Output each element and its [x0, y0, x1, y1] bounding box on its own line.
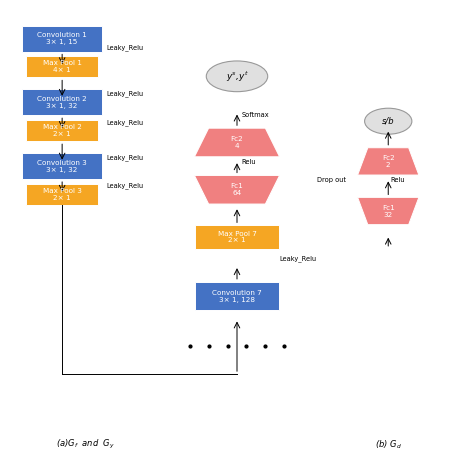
Text: $y^s$,$y^t$: $y^s$,$y^t$: [226, 69, 248, 83]
Text: Convolution 7
3× 1, 128: Convolution 7 3× 1, 128: [212, 290, 262, 302]
FancyBboxPatch shape: [22, 89, 102, 115]
FancyBboxPatch shape: [22, 153, 102, 179]
Text: s/b: s/b: [382, 117, 394, 126]
FancyBboxPatch shape: [195, 282, 279, 310]
FancyBboxPatch shape: [22, 26, 102, 52]
Text: Fc1
64: Fc1 64: [231, 183, 243, 196]
Text: Fc2
2: Fc2 2: [382, 155, 395, 168]
Text: Max Pool 2
2× 1: Max Pool 2 2× 1: [43, 124, 82, 137]
Text: Softmax: Softmax: [242, 112, 269, 118]
FancyBboxPatch shape: [26, 120, 98, 141]
Text: (b) $G_d$: (b) $G_d$: [375, 439, 401, 451]
FancyBboxPatch shape: [26, 184, 98, 205]
Text: Convolution 2
3× 1, 32: Convolution 2 3× 1, 32: [37, 96, 87, 109]
Ellipse shape: [365, 108, 412, 134]
Text: Fc1
32: Fc1 32: [382, 204, 395, 218]
Text: Max Pool 1
4× 1: Max Pool 1 4× 1: [43, 60, 82, 73]
Text: Fc2
4: Fc2 4: [231, 136, 243, 149]
Text: Leaky_Relu: Leaky_Relu: [106, 154, 143, 161]
FancyBboxPatch shape: [195, 225, 279, 249]
Text: Max Pool 7
2× 1: Max Pool 7 2× 1: [218, 230, 256, 244]
Text: Relu: Relu: [391, 177, 405, 183]
Polygon shape: [194, 128, 280, 157]
Text: (a)$G_f$  and  $G_y$: (a)$G_f$ and $G_y$: [56, 438, 115, 452]
Text: Leaky_Relu: Leaky_Relu: [279, 255, 317, 262]
Polygon shape: [194, 175, 280, 204]
FancyBboxPatch shape: [26, 56, 98, 77]
Text: Convolution 1
3× 1, 15: Convolution 1 3× 1, 15: [37, 32, 87, 45]
Text: Leaky_Relu: Leaky_Relu: [106, 45, 143, 51]
Polygon shape: [357, 148, 419, 175]
Polygon shape: [357, 197, 419, 225]
Ellipse shape: [206, 61, 268, 91]
Text: Leaky_Relu: Leaky_Relu: [106, 91, 143, 97]
Text: Drop out: Drop out: [318, 177, 346, 183]
Text: Leaky_Relu: Leaky_Relu: [106, 182, 143, 189]
Text: Max Pool 3
2× 1: Max Pool 3 2× 1: [43, 188, 82, 201]
Text: Convolution 3
3× 1, 32: Convolution 3 3× 1, 32: [37, 160, 87, 173]
Text: Leaky_Relu: Leaky_Relu: [106, 119, 143, 126]
Text: Relu: Relu: [242, 159, 256, 165]
